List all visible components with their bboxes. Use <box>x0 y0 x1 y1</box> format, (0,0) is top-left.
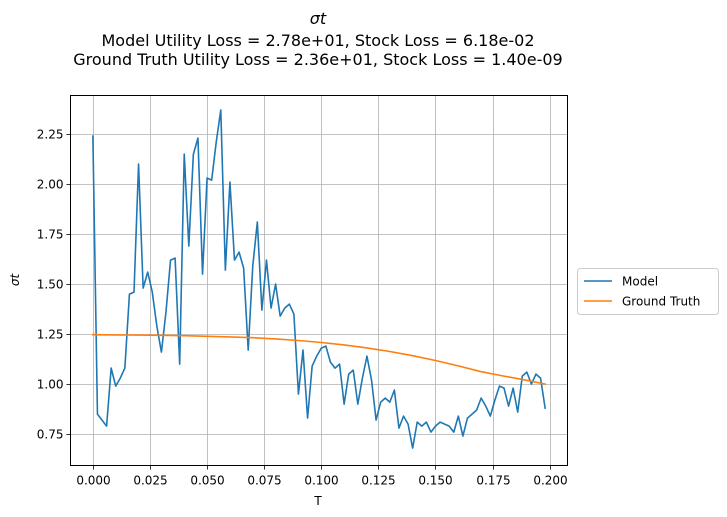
x-tick-label: 0.000 <box>76 474 110 488</box>
title-line-1: σt <box>310 9 327 28</box>
x-tick-label: 0.150 <box>418 474 452 488</box>
y-tick-label: 1.25 <box>37 328 64 342</box>
y-tick-label: 1.75 <box>37 228 64 242</box>
legend: Model Ground Truth <box>577 268 719 315</box>
legend-label-ground-truth: Ground Truth <box>622 295 700 309</box>
x-tick-label: 0.100 <box>304 474 338 488</box>
x-tick-label: 0.200 <box>533 474 567 488</box>
x-tick-label: 0.025 <box>133 474 167 488</box>
y-tick-label: 0.75 <box>37 428 64 442</box>
y-tick-label: 2.25 <box>37 128 64 142</box>
x-tick-label: 0.125 <box>361 474 395 488</box>
axes-frame <box>70 95 568 466</box>
y-tick-label: 2.00 <box>37 178 64 192</box>
x-axis-ticks: 0.000 0.025 0.050 0.075 0.100 0.125 0.150 0.175… <box>76 465 568 488</box>
x-tick-label: 0.175 <box>476 474 510 488</box>
y-axis-ticks: 0.75 1.00 1.25 1.50 1.75 2.00 2.25 <box>37 128 71 442</box>
x-tick-label: 0.050 <box>190 474 224 488</box>
title-line-3: Ground Truth Utility Loss = 2.36e+01, St… <box>73 50 562 69</box>
x-axis-label: T <box>313 494 322 508</box>
legend-box <box>577 268 719 315</box>
y-tick-label: 1.50 <box>37 278 64 292</box>
series-layer <box>92 109 547 449</box>
series-line-model <box>92 109 547 449</box>
y-tick-label: 1.00 <box>37 378 64 392</box>
chart-title: σt Model Utility Loss = 2.78e+01, Stock … <box>73 9 562 69</box>
legend-label-model: Model <box>622 275 658 289</box>
y-axis-label: σt <box>8 273 22 287</box>
series-line-ground-truth <box>92 333 547 386</box>
title-line-2: Model Utility Loss = 2.78e+01, Stock Los… <box>102 31 535 50</box>
x-tick-label: 0.075 <box>247 474 281 488</box>
grid-lines <box>70 95 568 466</box>
